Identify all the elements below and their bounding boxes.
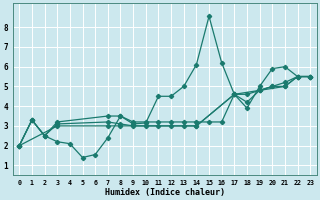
X-axis label: Humidex (Indice chaleur): Humidex (Indice chaleur) bbox=[105, 188, 225, 197]
